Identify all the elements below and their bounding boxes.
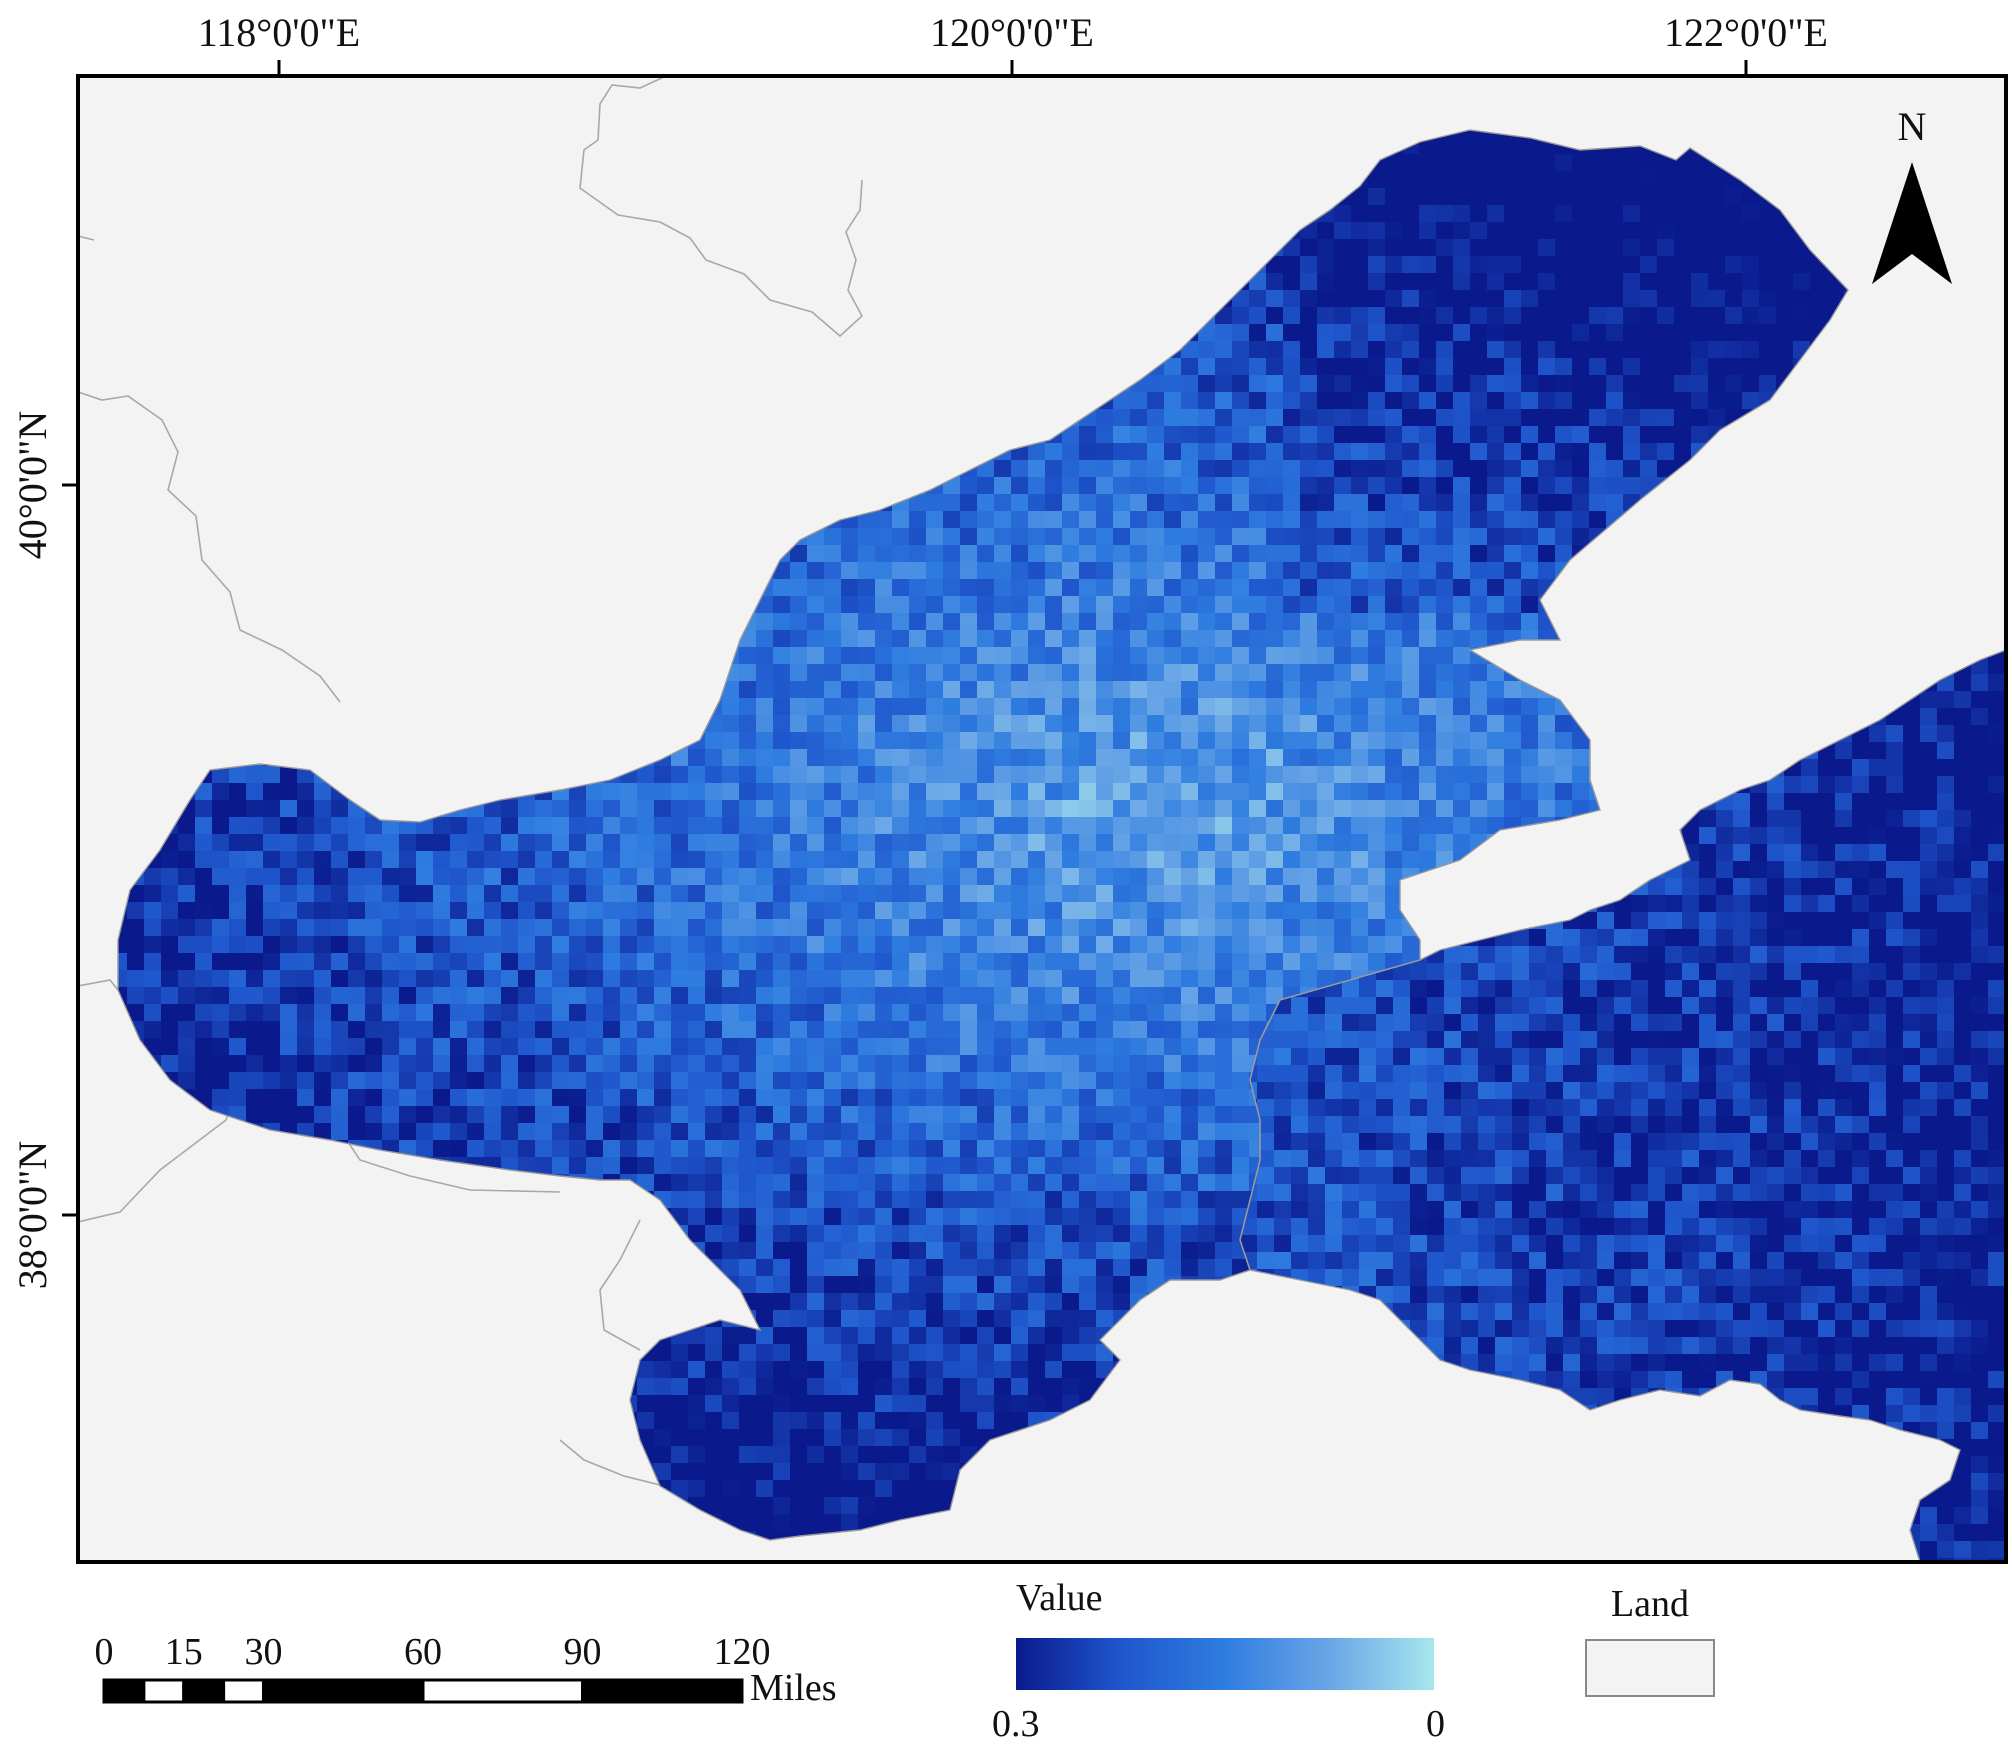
lon-label-120: 120°0'0"E bbox=[930, 10, 1094, 55]
scale-bar-segment bbox=[581, 1678, 744, 1704]
map-frame bbox=[76, 74, 2008, 1564]
scale-bar-segment bbox=[262, 1678, 425, 1704]
legend-color-ramp bbox=[1016, 1638, 1434, 1690]
scale-bar-tick-label: 0 bbox=[95, 1631, 114, 1673]
north-arrow: N bbox=[1872, 104, 1952, 284]
lat-label-40: 40°0'0"N bbox=[10, 411, 55, 559]
lon-label-122: 122°0'0"E bbox=[1664, 10, 1828, 55]
scale-bar-segment bbox=[421, 1678, 584, 1704]
scale-bar-segment bbox=[102, 1678, 146, 1704]
lat-label-38: 38°0'0"N bbox=[10, 1141, 55, 1289]
land-legend-swatch bbox=[1585, 1639, 1715, 1697]
lon-label-118: 118°0'0"E bbox=[198, 10, 360, 55]
graticule-ticks bbox=[62, 60, 1748, 1217]
scale-bar-segment bbox=[222, 1678, 265, 1704]
scale-bar-tick-label: 30 bbox=[245, 1631, 283, 1673]
map-area bbox=[78, 76, 2006, 1562]
scale-bar-tick-label: 60 bbox=[404, 1631, 442, 1673]
yellow-sea-coastline bbox=[1239, 649, 2006, 1562]
scale-bar: 0 15 30 60 90 120 Miles bbox=[95, 1631, 837, 1709]
value-legend: Value 0.3 0 bbox=[992, 1577, 1445, 1745]
land-legend-label: Land bbox=[1611, 1583, 1689, 1625]
bohai-coastline bbox=[117, 129, 1849, 1541]
land-legend: Land bbox=[1585, 1583, 1715, 1697]
scale-bar-tick-label: 90 bbox=[564, 1631, 602, 1673]
north-arrow-label: N bbox=[1898, 104, 1927, 149]
scale-bar-segment bbox=[182, 1678, 226, 1704]
legend-min-label: 0.3 bbox=[992, 1703, 1040, 1745]
scale-bar-tick-label: 120 bbox=[714, 1631, 771, 1673]
coastlines bbox=[117, 129, 2006, 1562]
scale-bar-tick-label: 15 bbox=[165, 1631, 203, 1673]
legend-max-label: 0 bbox=[1426, 1703, 1445, 1745]
legend-title: Value bbox=[1016, 1577, 1103, 1619]
scale-bar-segment bbox=[142, 1678, 186, 1704]
north-arrow-icon bbox=[1872, 162, 1952, 284]
scale-bar-unit: Miles bbox=[750, 1667, 837, 1709]
